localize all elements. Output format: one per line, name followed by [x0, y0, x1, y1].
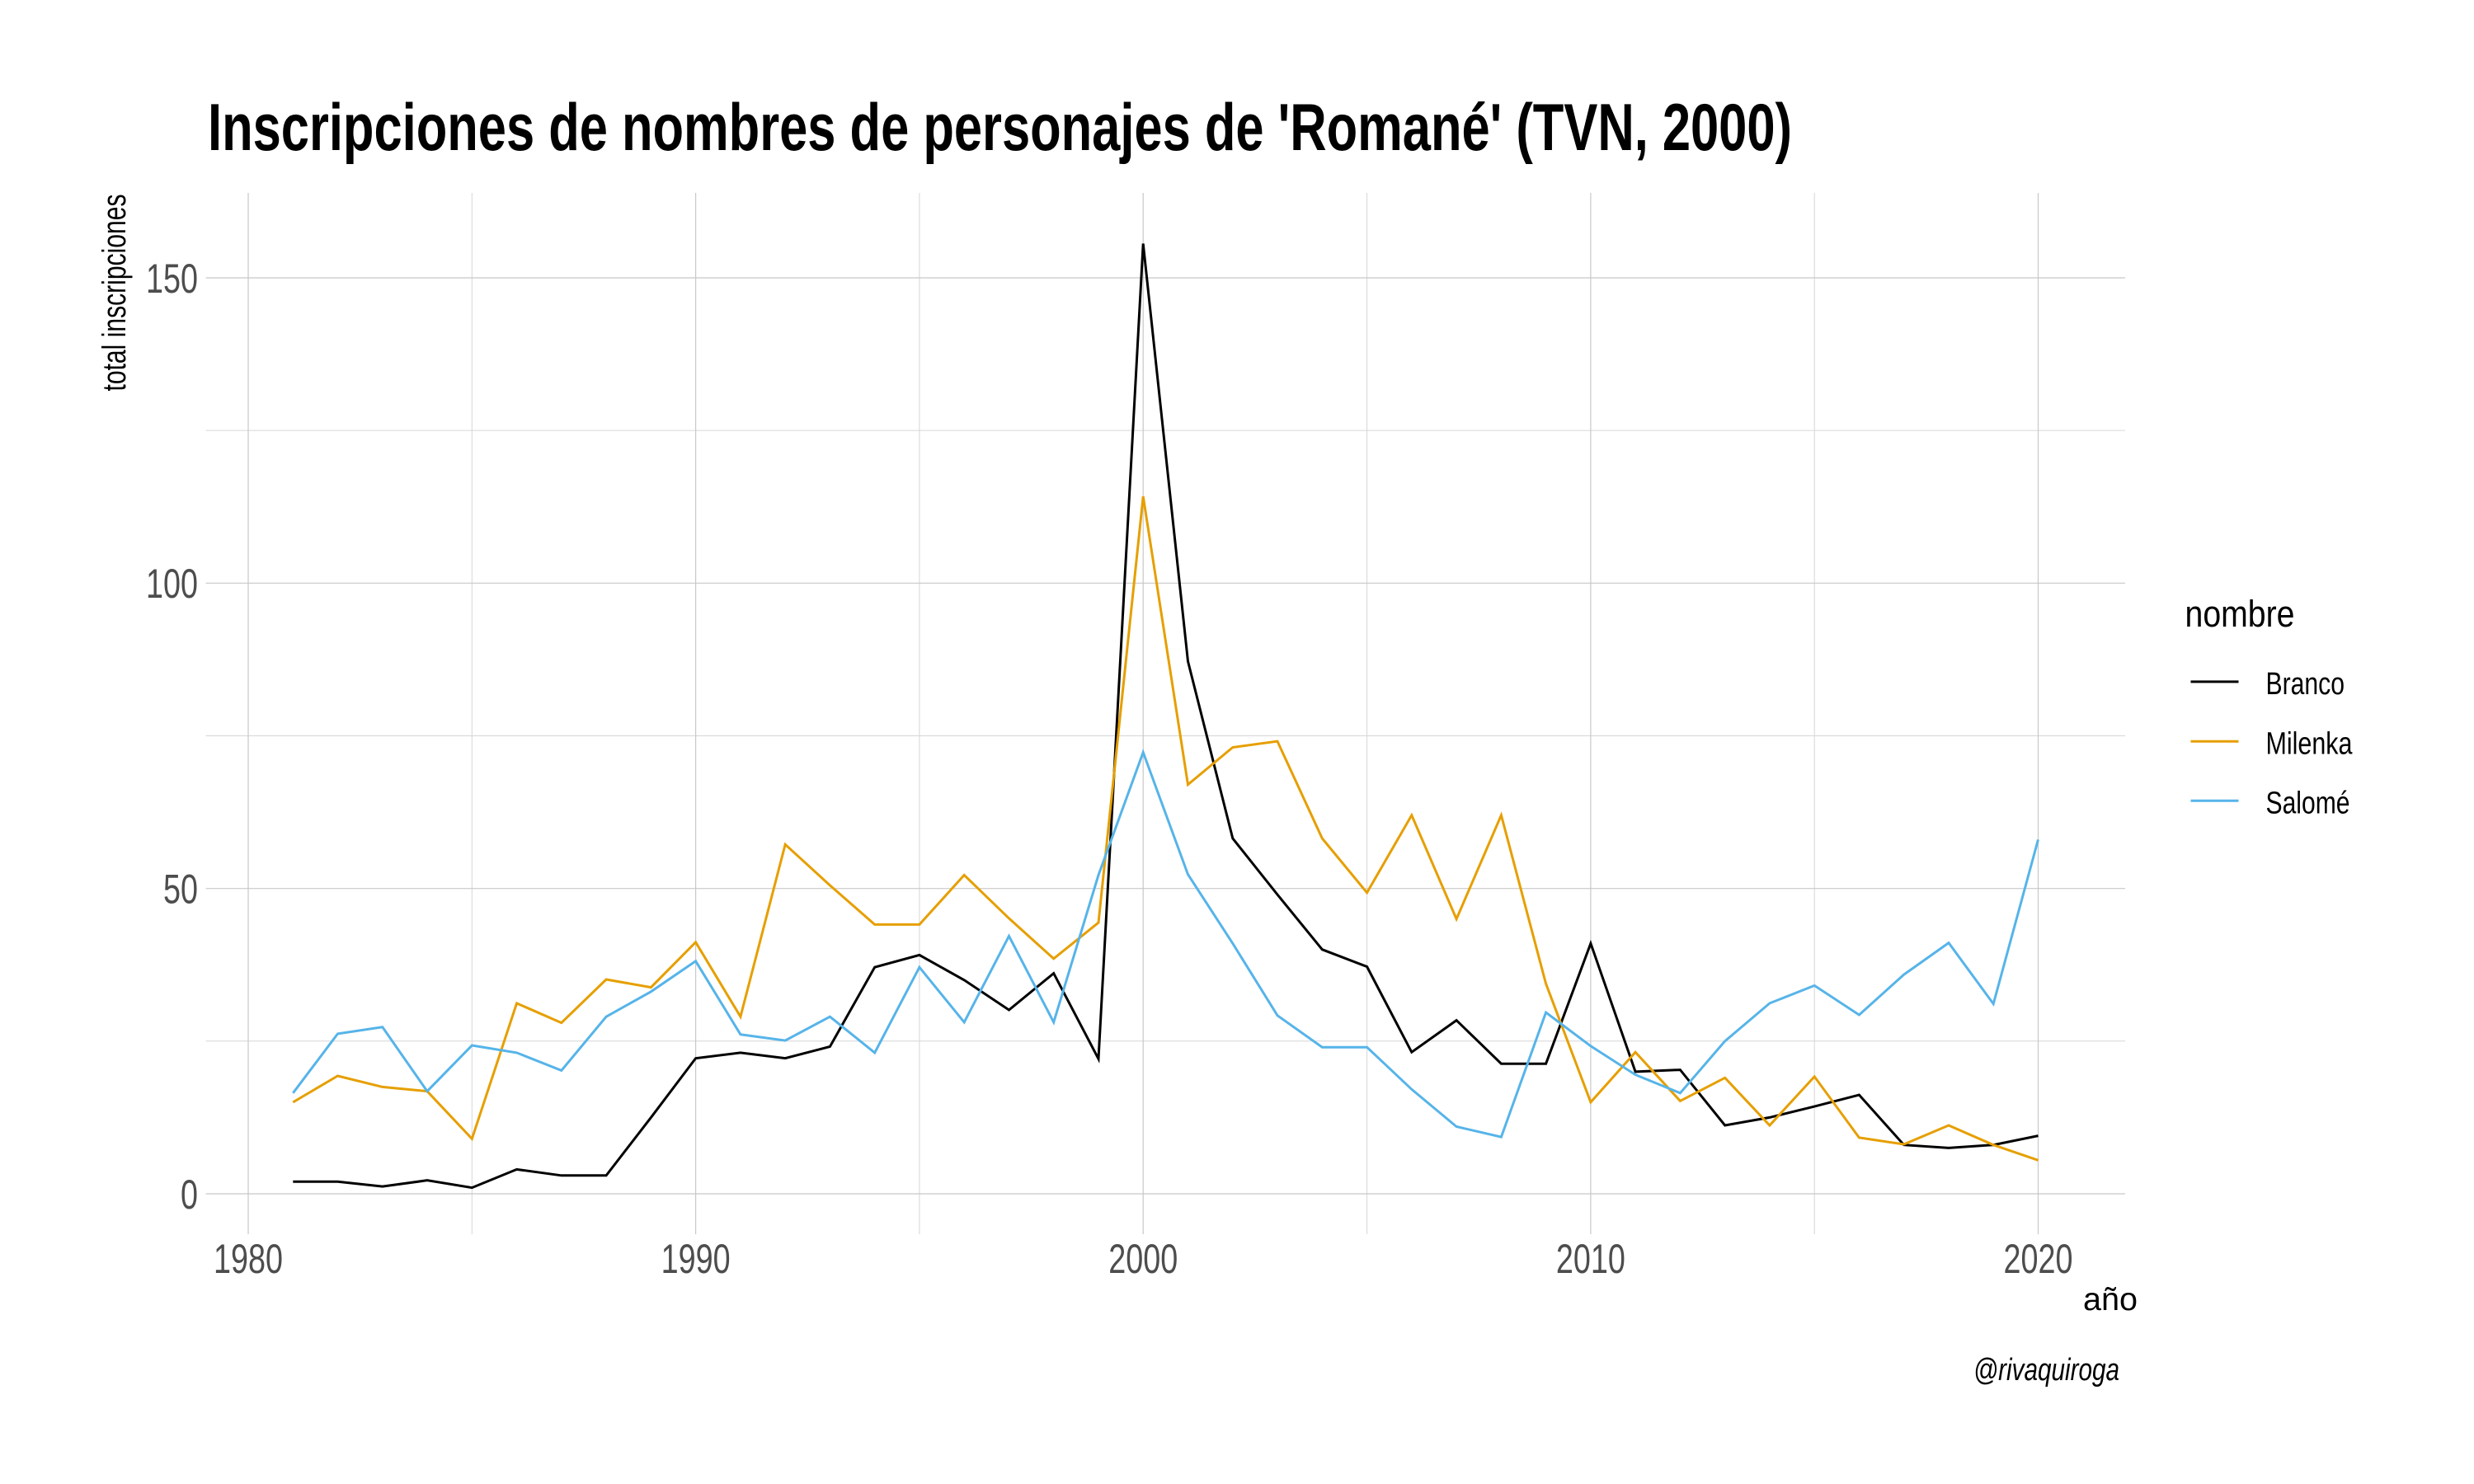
svg-text:2020: 2020 — [2004, 1236, 2073, 1282]
svg-text:Inscripciones de nombres de pe: Inscripciones de nombres de personajes d… — [208, 91, 1792, 165]
svg-text:1990: 1990 — [661, 1236, 731, 1282]
svg-text:año: año — [2083, 1282, 2138, 1317]
svg-text:50: 50 — [163, 866, 198, 913]
svg-text:nombre: nombre — [2185, 593, 2295, 635]
svg-text:2000: 2000 — [1108, 1236, 1178, 1282]
svg-text:1980: 1980 — [214, 1236, 283, 1282]
svg-text:0: 0 — [181, 1172, 198, 1218]
svg-text:100: 100 — [146, 561, 198, 607]
svg-text:Salomé: Salomé — [2266, 787, 2350, 821]
svg-text:total inscripciones: total inscripciones — [96, 195, 133, 392]
svg-text:Branco: Branco — [2266, 667, 2345, 702]
svg-text:150: 150 — [146, 256, 198, 302]
svg-text:@rivaquiroga: @rivaquiroga — [1973, 1353, 2119, 1388]
svg-text:2010: 2010 — [1556, 1236, 1625, 1282]
svg-text:Milenka: Milenka — [2266, 727, 2354, 762]
